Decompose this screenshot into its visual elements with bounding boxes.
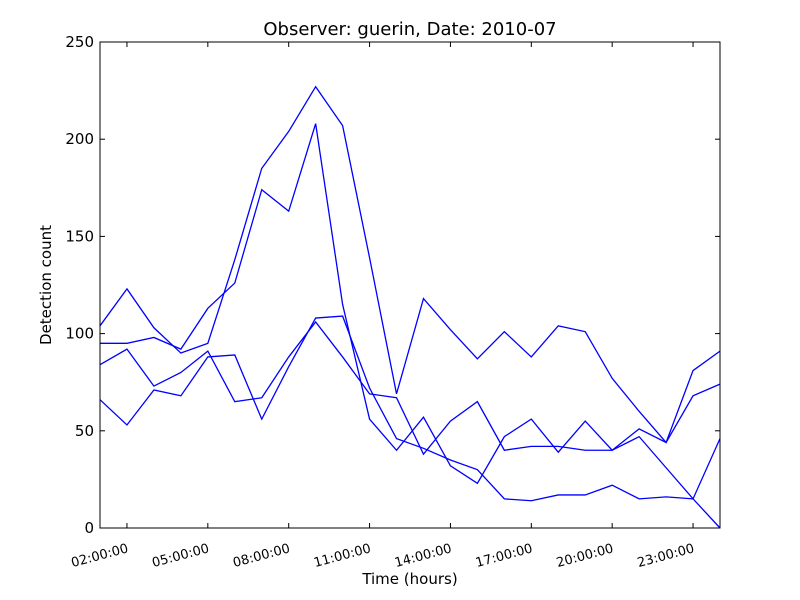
x-tick-label: 08:00:00 [231,541,291,571]
y-tick-label: 200 [65,130,94,148]
x-tick-label: 02:00:00 [70,541,130,571]
series-layer [99,85,721,529]
x-tick-label: 17:00:00 [474,541,534,571]
y-tick-label: 100 [65,325,94,343]
x-tick-label: 05:00:00 [151,541,211,571]
chart-title: Observer: guerin, Date: 2010-07 [263,19,556,40]
x-tick-label: 20:00:00 [555,541,615,571]
y-axis-label: Detection count [37,225,55,345]
series-line-1 [99,85,721,444]
x-tick-label: 23:00:00 [636,541,696,571]
x-tick-label: 14:00:00 [393,541,453,571]
y-tick-label: 50 [75,422,94,440]
series-line-2 [100,123,721,485]
series-line-4 [99,315,721,529]
series-line-3 [99,320,721,501]
plot-frame [99,41,721,529]
x-axis-label: Time (hours) [361,570,457,588]
x-tick-label: 11:00:00 [312,541,372,571]
y-tick-label: 150 [65,227,94,245]
y-tick-label: 0 [84,519,94,537]
y-tick-label: 250 [65,33,94,51]
